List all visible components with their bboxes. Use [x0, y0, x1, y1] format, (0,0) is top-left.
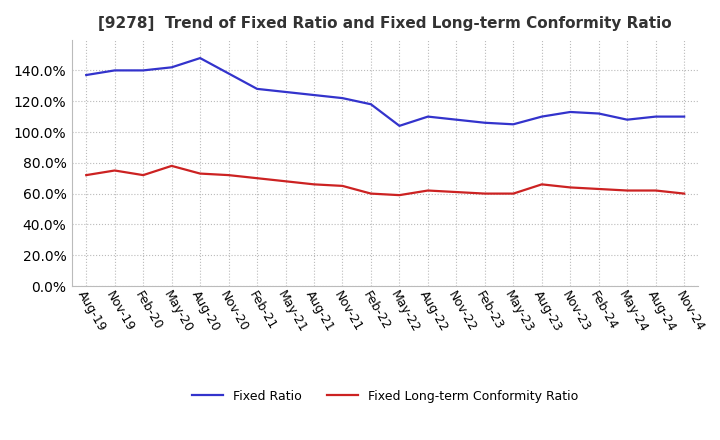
- Legend: Fixed Ratio, Fixed Long-term Conformity Ratio: Fixed Ratio, Fixed Long-term Conformity …: [187, 385, 583, 408]
- Fixed Ratio: [366, 102, 375, 107]
- Line: Fixed Ratio: Fixed Ratio: [86, 58, 684, 126]
- Fixed Long-term Conformity Ratio: [196, 171, 204, 176]
- Fixed Long-term Conformity Ratio: [139, 172, 148, 178]
- Fixed Ratio: [566, 109, 575, 114]
- Fixed Ratio: [167, 65, 176, 70]
- Fixed Ratio: [623, 117, 631, 122]
- Fixed Long-term Conformity Ratio: [167, 163, 176, 169]
- Fixed Ratio: [282, 89, 290, 95]
- Fixed Ratio: [652, 114, 660, 119]
- Fixed Ratio: [310, 92, 318, 98]
- Fixed Ratio: [225, 71, 233, 76]
- Fixed Ratio: [537, 114, 546, 119]
- Fixed Long-term Conformity Ratio: [595, 187, 603, 192]
- Fixed Long-term Conformity Ratio: [338, 183, 347, 188]
- Fixed Long-term Conformity Ratio: [480, 191, 489, 196]
- Fixed Ratio: [139, 68, 148, 73]
- Fixed Long-term Conformity Ratio: [452, 189, 461, 194]
- Fixed Long-term Conformity Ratio: [253, 176, 261, 181]
- Title: [9278]  Trend of Fixed Ratio and Fixed Long-term Conformity Ratio: [9278] Trend of Fixed Ratio and Fixed Lo…: [99, 16, 672, 32]
- Fixed Ratio: [110, 68, 119, 73]
- Fixed Ratio: [595, 111, 603, 116]
- Fixed Long-term Conformity Ratio: [680, 191, 688, 196]
- Fixed Long-term Conformity Ratio: [509, 191, 518, 196]
- Fixed Long-term Conformity Ratio: [110, 168, 119, 173]
- Fixed Ratio: [423, 114, 432, 119]
- Line: Fixed Long-term Conformity Ratio: Fixed Long-term Conformity Ratio: [86, 166, 684, 195]
- Fixed Ratio: [680, 114, 688, 119]
- Fixed Long-term Conformity Ratio: [395, 192, 404, 198]
- Fixed Long-term Conformity Ratio: [225, 172, 233, 178]
- Fixed Long-term Conformity Ratio: [566, 185, 575, 190]
- Fixed Ratio: [338, 95, 347, 101]
- Fixed Ratio: [480, 120, 489, 125]
- Fixed Long-term Conformity Ratio: [652, 188, 660, 193]
- Fixed Ratio: [395, 123, 404, 128]
- Fixed Ratio: [253, 86, 261, 92]
- Fixed Long-term Conformity Ratio: [623, 188, 631, 193]
- Fixed Ratio: [452, 117, 461, 122]
- Fixed Long-term Conformity Ratio: [537, 182, 546, 187]
- Fixed Long-term Conformity Ratio: [366, 191, 375, 196]
- Fixed Long-term Conformity Ratio: [423, 188, 432, 193]
- Fixed Long-term Conformity Ratio: [282, 179, 290, 184]
- Fixed Ratio: [509, 121, 518, 127]
- Fixed Ratio: [82, 72, 91, 77]
- Fixed Long-term Conformity Ratio: [82, 172, 91, 178]
- Fixed Ratio: [196, 55, 204, 61]
- Fixed Long-term Conformity Ratio: [310, 182, 318, 187]
